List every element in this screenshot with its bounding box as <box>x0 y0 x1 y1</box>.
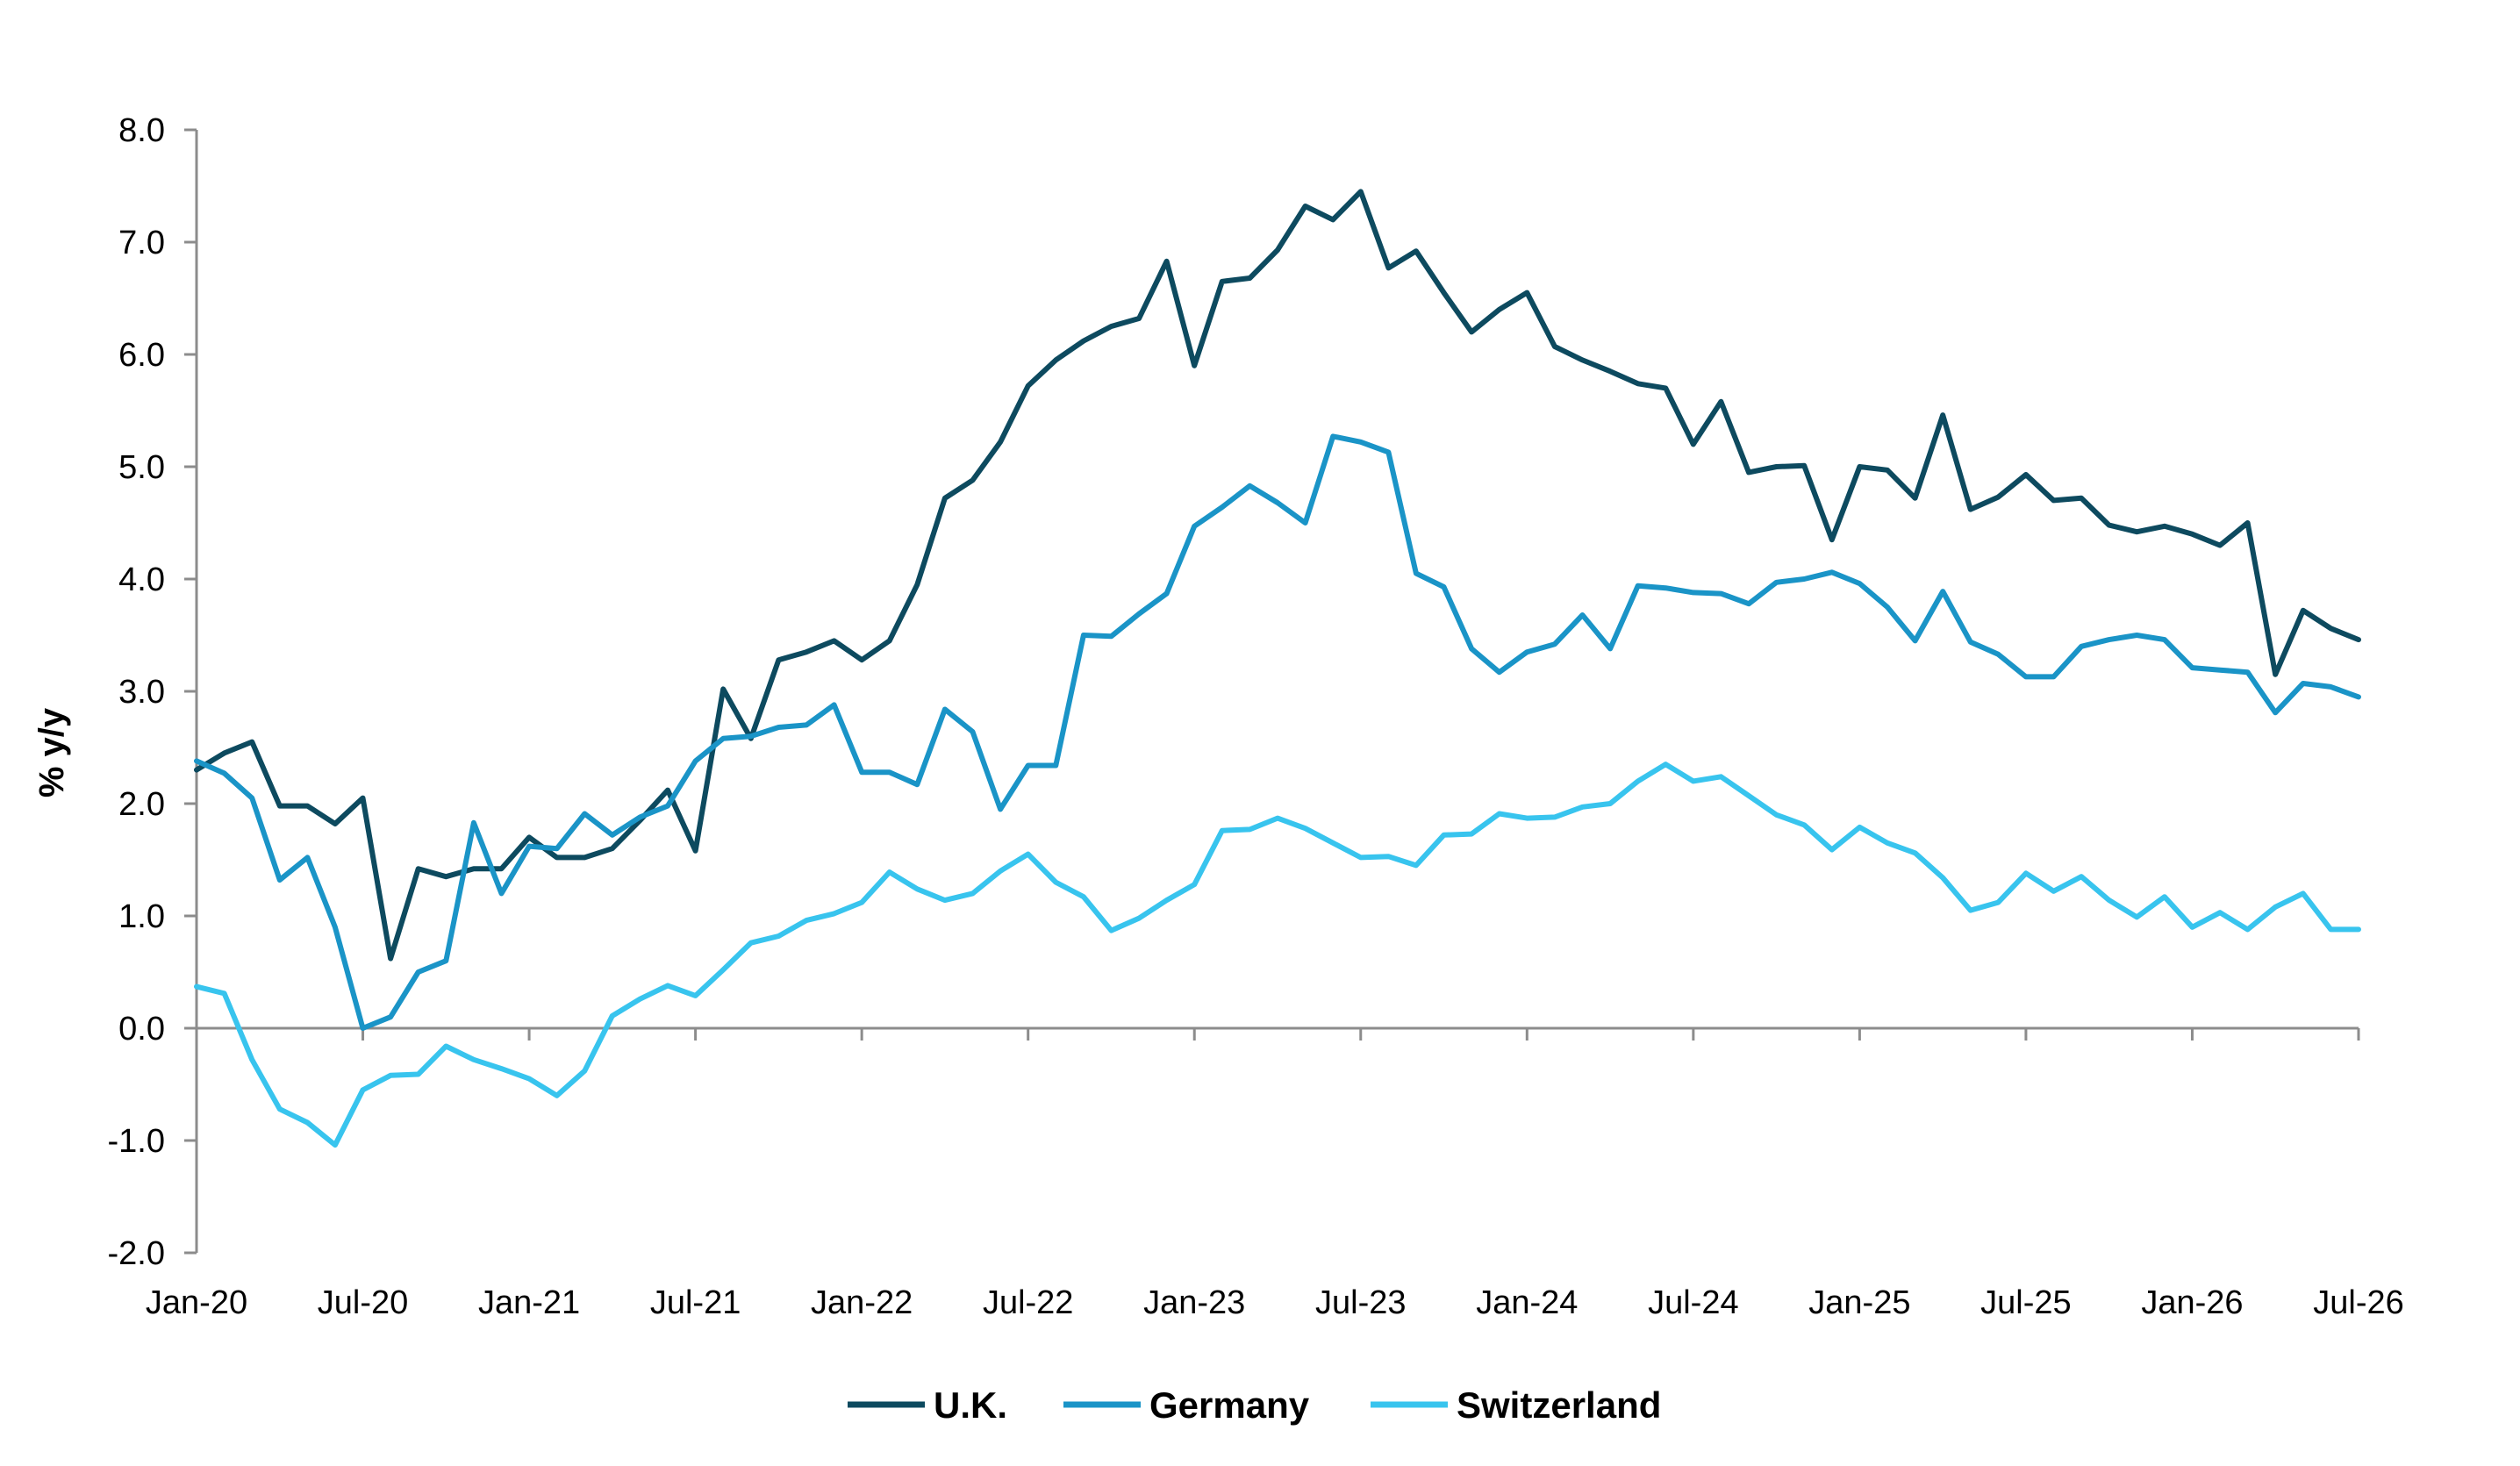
x-tick-label: Jul-20 <box>318 1284 409 1321</box>
y-tick-label: 7.0 <box>118 225 165 261</box>
y-tick-label: 0.0 <box>118 1011 165 1048</box>
y-axis: -2.0 -1.0 0.0 1.0 2.0 3.0 4.0 5.0 6.0 7.0 8.0 <box>108 112 198 1272</box>
y-tick-label: 1.0 <box>118 898 165 935</box>
y-tick-label: 8.0 <box>118 112 165 149</box>
x-tick-label: Jul-26 <box>2313 1284 2404 1321</box>
legend-label-germany: Germany <box>1149 1384 1310 1426</box>
legend-label-switzerland: Switzerland <box>1457 1384 1661 1426</box>
x-tick-label: Jan-21 <box>478 1284 580 1321</box>
x-tick-label: Jan-23 <box>1143 1284 1245 1321</box>
y-axis-title: % y/y <box>32 707 71 797</box>
x-tick-label: Jan-22 <box>811 1284 913 1321</box>
y-tick-label: 2.0 <box>118 786 165 823</box>
y-tick-label: -1.0 <box>108 1123 165 1160</box>
x-tick-label: Jan-24 <box>1476 1284 1578 1321</box>
x-tick-label: Jul-25 <box>1980 1284 2072 1321</box>
legend-label-u-k: U.K. <box>934 1384 1007 1426</box>
x-tick-label: Jan-20 <box>146 1284 247 1321</box>
y-tick-label: 3.0 <box>118 674 165 711</box>
x-tick-label: Jan-25 <box>1808 1284 1910 1321</box>
series-line-u-k <box>194 189 2361 962</box>
x-tick-label: Jul-22 <box>983 1284 1074 1321</box>
series-line-switzerland <box>194 762 2361 1148</box>
x-tick-label: Jul-21 <box>650 1284 741 1321</box>
y-tick-label: 4.0 <box>118 561 165 598</box>
x-tick-label: Jan-26 <box>2141 1284 2243 1321</box>
x-tick-label: Jul-23 <box>1315 1284 1407 1321</box>
series-line-germany <box>194 433 2361 1031</box>
legend: U.K. Germany Switzerland <box>848 1384 1661 1426</box>
y-tick-label: -2.0 <box>108 1235 165 1272</box>
x-tick-label: Jul-24 <box>1648 1284 1739 1321</box>
series-lines <box>194 189 2361 1148</box>
y-tick-label: 5.0 <box>118 449 165 486</box>
y-tick-label: 6.0 <box>118 337 165 374</box>
x-axis: Jan-20 Jul-20 Jan-21 Jul-21 Jan-22 Jul-22 Jan-… <box>146 1026 2404 1321</box>
